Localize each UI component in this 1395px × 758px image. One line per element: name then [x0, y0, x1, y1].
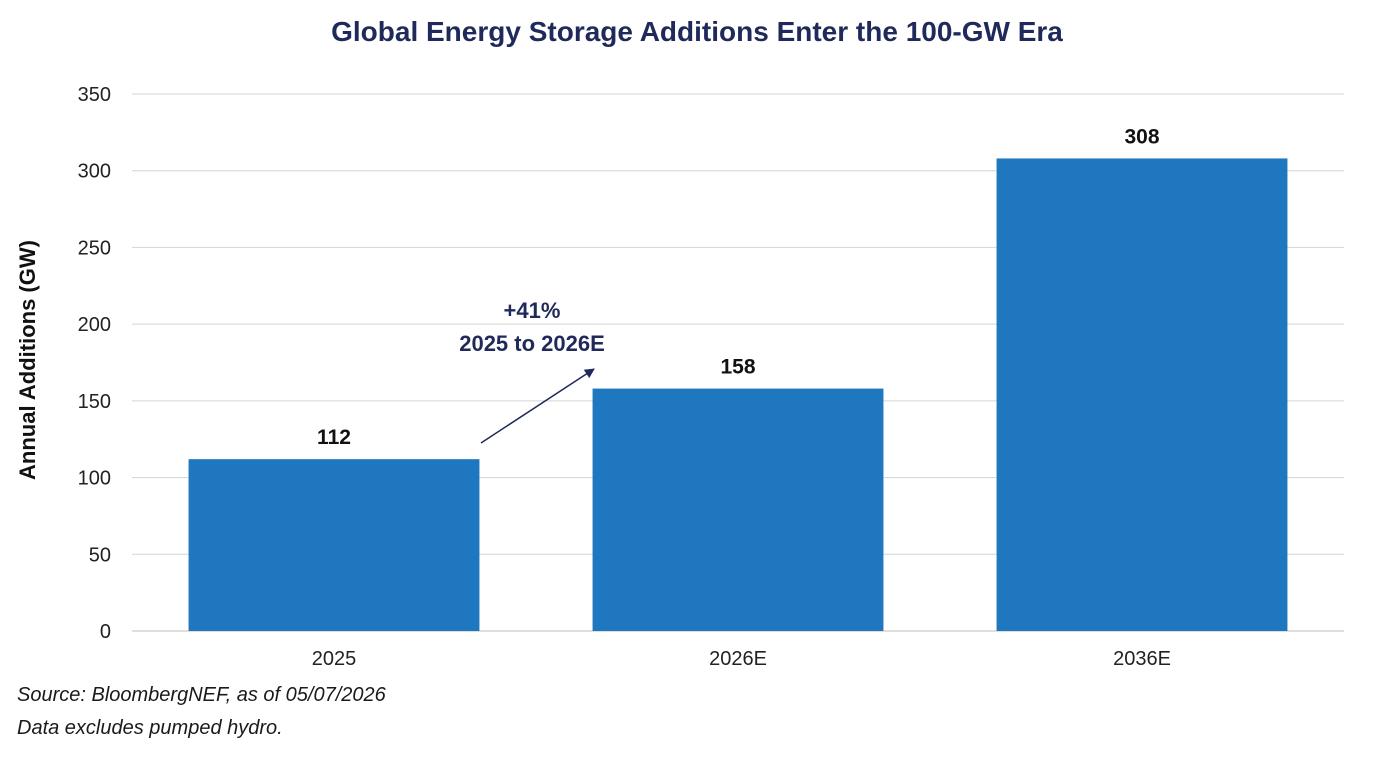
- bar: [592, 388, 884, 631]
- bars: 112 158 308: [188, 125, 1288, 631]
- y-tick-label: 200: [78, 314, 111, 336]
- growth-annotation: +41% 2025 to 2026E: [459, 298, 605, 444]
- y-axis-ticks: 0 50 100 150 200 250 300 350: [78, 84, 111, 643]
- y-tick-label: 150: [78, 391, 111, 413]
- growth-annotation-period: 2025 to 2026E: [459, 331, 605, 356]
- data-label: 112: [317, 426, 351, 449]
- y-axis-label: Annual Additions (GW): [15, 240, 40, 480]
- y-tick-label: 50: [89, 544, 111, 566]
- y-tick-label: 250: [78, 237, 111, 259]
- data-label: 308: [1124, 125, 1159, 148]
- bar: [188, 459, 480, 631]
- x-tick-label: 2036E: [1113, 648, 1171, 670]
- data-label: 158: [720, 356, 755, 379]
- growth-arrow: [480, 368, 595, 444]
- y-tick-label: 0: [100, 621, 111, 643]
- x-axis-ticks: 2025 2026E 2036E: [312, 648, 1171, 670]
- x-tick-label: 2025: [312, 648, 357, 670]
- growth-annotation-percent: +41%: [504, 298, 561, 323]
- data-note: Data excludes pumped hydro.: [17, 717, 283, 739]
- y-tick-label: 350: [78, 84, 111, 106]
- y-tick-label: 100: [78, 468, 111, 490]
- chart-title: Global Energy Storage Additions Enter th…: [331, 16, 1063, 47]
- source-note: Source: BloombergNEF, as of 05/07/2026: [17, 684, 386, 706]
- y-tick-label: 300: [78, 161, 111, 183]
- bar: [996, 158, 1288, 631]
- x-tick-label: 2026E: [709, 648, 767, 670]
